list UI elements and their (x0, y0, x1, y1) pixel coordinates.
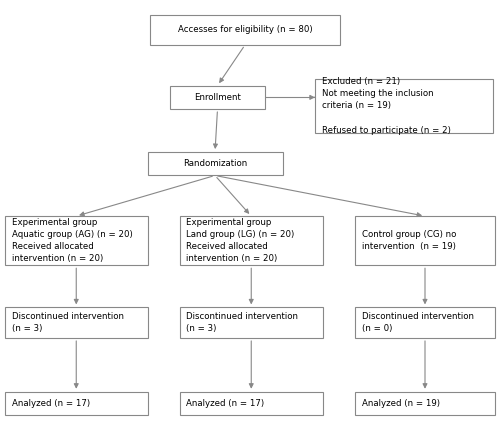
FancyBboxPatch shape (5, 307, 148, 338)
Text: Discontinued intervention
(n = 3): Discontinued intervention (n = 3) (12, 312, 124, 333)
FancyBboxPatch shape (5, 392, 148, 415)
Text: Randomization: Randomization (183, 159, 247, 168)
Text: Discontinued intervention
(n = 0): Discontinued intervention (n = 0) (362, 312, 474, 333)
FancyBboxPatch shape (180, 216, 322, 265)
FancyBboxPatch shape (170, 86, 265, 109)
Text: Excluded (n = 21)
Not meeting the inclusion
criteria (n = 19)

Refused to partic: Excluded (n = 21) Not meeting the inclus… (322, 77, 450, 135)
FancyBboxPatch shape (180, 307, 322, 338)
Text: Analyzed (n = 17): Analyzed (n = 17) (12, 399, 90, 408)
FancyBboxPatch shape (315, 79, 492, 133)
FancyBboxPatch shape (148, 152, 282, 175)
FancyBboxPatch shape (355, 392, 495, 415)
FancyBboxPatch shape (355, 307, 495, 338)
Text: Experimental group
Land group (LG) (n = 20)
Received allocated
intervention (n =: Experimental group Land group (LG) (n = … (186, 218, 295, 264)
Text: Enrollment: Enrollment (194, 93, 241, 102)
Text: Experimental group
Aquatic group (AG) (n = 20)
Received allocated
intervention (: Experimental group Aquatic group (AG) (n… (12, 218, 132, 264)
Text: Analyzed (n = 19): Analyzed (n = 19) (362, 399, 440, 408)
FancyBboxPatch shape (180, 392, 322, 415)
FancyBboxPatch shape (355, 216, 495, 265)
FancyBboxPatch shape (150, 15, 340, 45)
FancyBboxPatch shape (5, 216, 148, 265)
Text: Control group (CG) no
intervention  (n = 19): Control group (CG) no intervention (n = … (362, 230, 456, 251)
Text: Discontinued intervention
(n = 3): Discontinued intervention (n = 3) (186, 312, 298, 333)
Text: Analyzed (n = 17): Analyzed (n = 17) (186, 399, 264, 408)
Text: Accesses for eligibility (n = 80): Accesses for eligibility (n = 80) (178, 25, 312, 35)
